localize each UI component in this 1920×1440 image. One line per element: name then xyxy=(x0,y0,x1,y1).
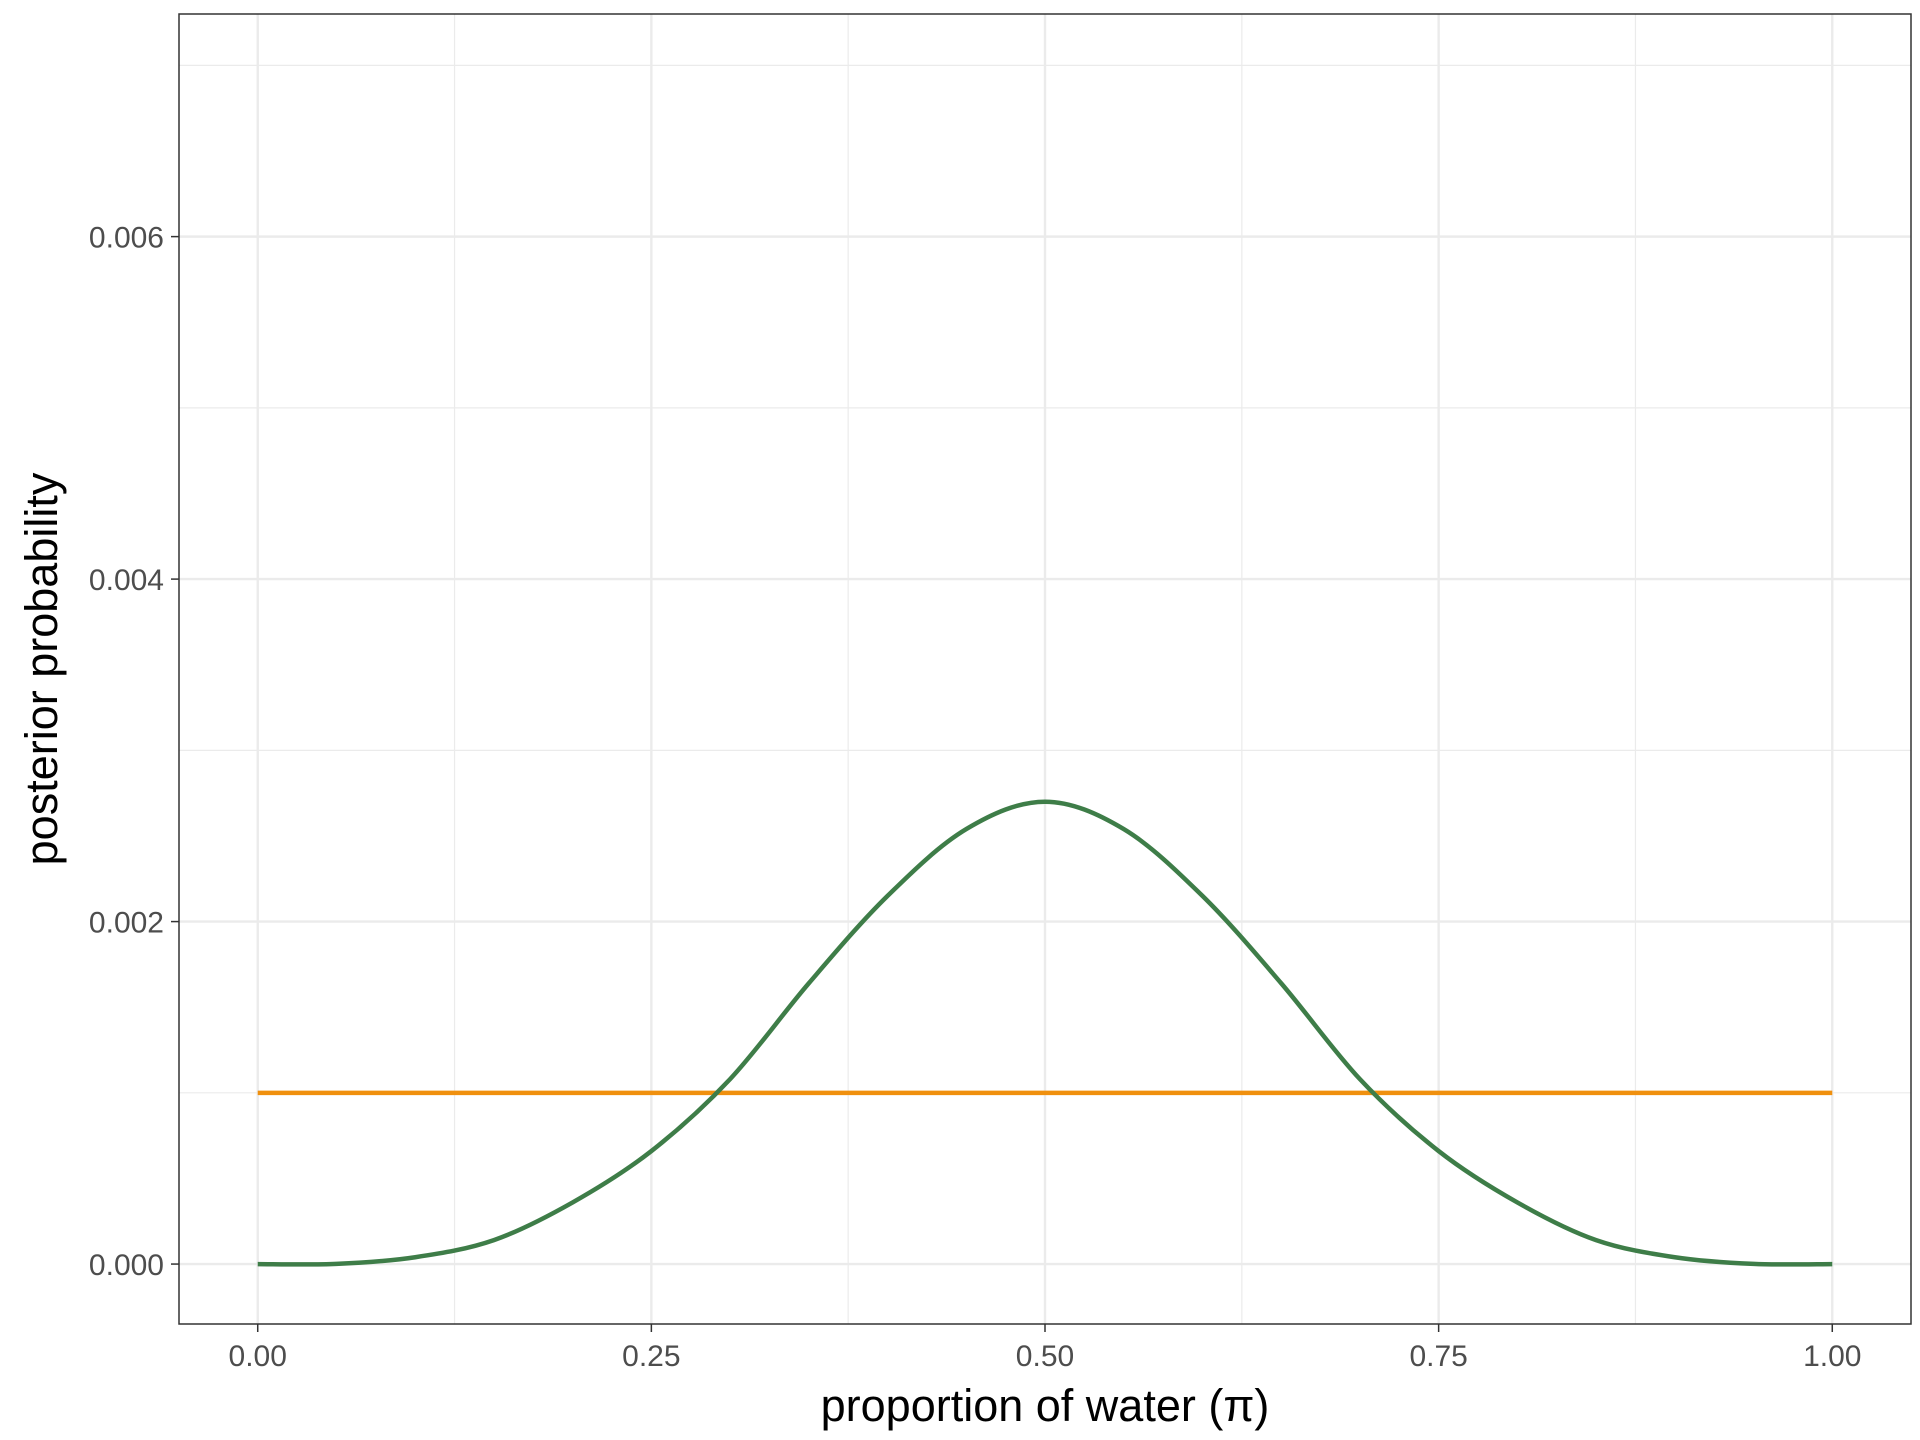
grid-major xyxy=(179,14,1911,1324)
series-layer xyxy=(257,799,1833,1267)
y-axis-title: posterior probability xyxy=(16,472,67,865)
y-axis-ticks: 0.000 0.002 0.004 0.006 xyxy=(89,222,179,1282)
x-axis-title: proportion of water (π) xyxy=(821,1380,1270,1431)
y-tick-label: 0.006 xyxy=(89,222,164,255)
y-tick-label: 0.002 xyxy=(89,907,164,940)
x-tick-label: 1.00 xyxy=(1803,1340,1861,1373)
x-tick-label: 0.75 xyxy=(1409,1340,1467,1373)
x-tick-label: 0.00 xyxy=(229,1340,287,1373)
y-tick-label: 0.000 xyxy=(89,1249,164,1282)
x-axis-ticks: 0.00 0.25 0.50 0.75 1.00 xyxy=(229,1324,1861,1373)
y-tick-label: 0.004 xyxy=(89,564,164,597)
x-tick-label: 0.50 xyxy=(1016,1340,1074,1373)
x-tick-label: 0.25 xyxy=(622,1340,680,1373)
posterior-curve xyxy=(257,799,1833,1267)
